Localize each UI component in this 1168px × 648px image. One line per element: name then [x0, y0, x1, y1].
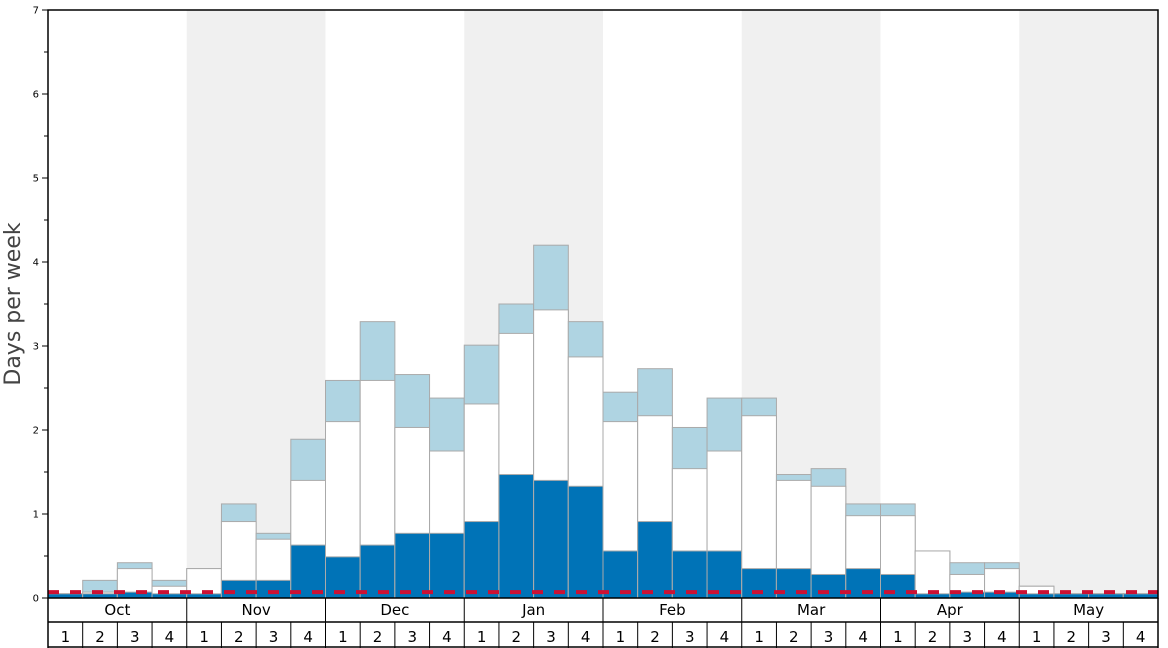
bar-group — [498, 303, 535, 599]
week-label: 2 — [373, 628, 383, 646]
week-label: 4 — [1136, 628, 1146, 646]
month-label-nov: Nov — [241, 601, 270, 619]
y-tick-label: 3 — [33, 342, 39, 353]
bar-dark — [359, 544, 396, 599]
week-label: 1 — [754, 628, 764, 646]
bar-group — [533, 244, 569, 599]
bar-dark — [463, 521, 500, 599]
week-label: 4 — [303, 628, 313, 646]
week-label: 3 — [824, 628, 834, 646]
bar-group — [325, 379, 361, 599]
y-tick-label: 4 — [33, 258, 39, 269]
y-tick-label: 5 — [33, 174, 39, 185]
week-label: 2 — [234, 628, 244, 646]
month-label-may: May — [1073, 601, 1104, 619]
week-label: 4 — [858, 628, 868, 646]
bar-group — [359, 321, 396, 599]
bar-dark — [290, 544, 326, 599]
bar-group — [637, 368, 673, 599]
month-label-oct: Oct — [104, 601, 130, 619]
bar-dark — [255, 579, 292, 599]
week-label: 4 — [720, 628, 730, 646]
month-label-mar: Mar — [797, 601, 826, 619]
bar-group — [567, 321, 604, 599]
bar-group — [186, 568, 222, 599]
bar-group — [290, 438, 326, 599]
week-label: 3 — [407, 628, 417, 646]
bar-dark — [637, 521, 673, 599]
y-tick-label: 0 — [33, 594, 39, 605]
week-label: 3 — [962, 628, 972, 646]
bar-dark — [810, 573, 847, 599]
y-tick-label: 6 — [33, 90, 39, 101]
week-label: 1 — [1032, 628, 1042, 646]
bar-group — [810, 468, 847, 599]
bar-dark — [533, 479, 569, 599]
bar-dark — [498, 474, 535, 599]
bar-group — [602, 391, 639, 599]
month-label-apr: Apr — [937, 601, 964, 619]
month-band-may — [1019, 10, 1158, 598]
bar-group — [775, 474, 812, 599]
bar-dark — [220, 579, 257, 599]
bar-group — [220, 503, 257, 599]
month-label-jan: Jan — [521, 601, 545, 619]
y-axis-label: Days per week — [1, 222, 26, 385]
week-label: 1 — [338, 628, 348, 646]
x-axis: Oct Nov Dec Jan Feb Mar Apr May 1 2 3 4 1 2 3 4 1 2 3 4 1 2 3 4… — [47, 598, 1159, 648]
week-label: 1 — [199, 628, 209, 646]
bar-group — [706, 397, 743, 599]
week-label: 1 — [61, 628, 71, 646]
week-label: 1 — [477, 628, 487, 646]
bar-group — [463, 344, 500, 599]
bar-group — [151, 579, 188, 599]
bar-dark — [429, 532, 465, 599]
week-label: 4 — [442, 628, 452, 646]
week-label: 3 — [1101, 628, 1111, 646]
week-label: 4 — [997, 628, 1007, 646]
bar-group — [255, 532, 292, 599]
week-label: 4 — [165, 628, 175, 646]
week-label: 2 — [789, 628, 799, 646]
bar-dark — [567, 485, 604, 599]
bar-dark — [394, 532, 431, 599]
bar-dark — [880, 573, 916, 599]
bar-group — [429, 397, 465, 599]
week-label: 2 — [650, 628, 660, 646]
month-label-feb: Feb — [659, 601, 686, 619]
bar-group — [394, 374, 431, 599]
week-label: 1 — [616, 628, 626, 646]
week-label: 3 — [685, 628, 695, 646]
y-tick-label: 7 — [33, 6, 39, 17]
bar-group — [845, 503, 881, 599]
y-tick-label: 1 — [33, 510, 39, 521]
bar-group — [741, 397, 777, 599]
week-label: 3 — [546, 628, 556, 646]
week-label: 3 — [130, 628, 140, 646]
y-axis: 0 1 2 3 4 5 6 7 — [33, 6, 48, 605]
week-label: 2 — [1067, 628, 1077, 646]
week-label: 1 — [893, 628, 903, 646]
month-label-dec: Dec — [380, 601, 409, 619]
bar-group — [82, 579, 118, 599]
week-label: 4 — [581, 628, 591, 646]
bar-group — [880, 503, 916, 599]
week-label: 2 — [928, 628, 938, 646]
week-label: 2 — [512, 628, 522, 646]
y-tick-label: 2 — [33, 426, 39, 437]
bar-mid — [914, 550, 951, 599]
week-label: 3 — [269, 628, 279, 646]
week-label: 2 — [95, 628, 105, 646]
bar-group — [671, 426, 708, 599]
